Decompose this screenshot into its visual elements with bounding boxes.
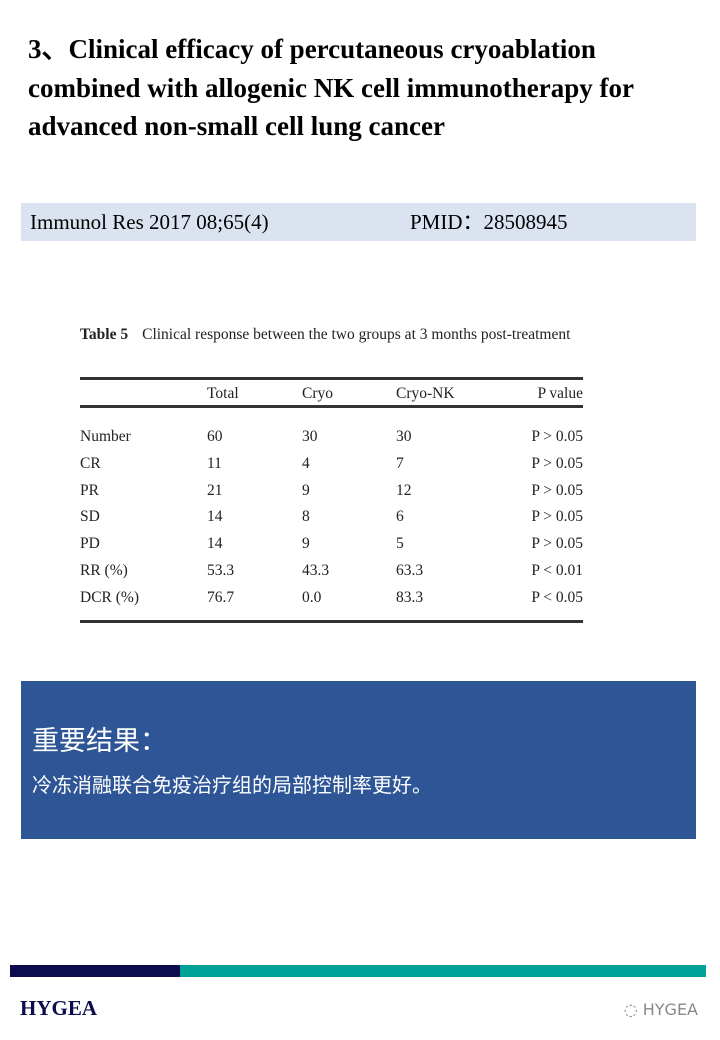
table-row-cell: 6 <box>396 508 404 526</box>
table-header-cell: Cryo <box>302 385 333 402</box>
journal-reference: Immunol Res 2017 08;65(4) <box>30 210 269 234</box>
table-row-cell: 0.0 <box>302 588 322 606</box>
table-rule <box>80 377 583 380</box>
table-row-cell: 83.3 <box>396 588 424 606</box>
watermark: ◌ HYGEA <box>624 1000 698 1019</box>
table-row-cell: 53.3 <box>207 562 235 579</box>
table-row-cell: P < 0.05 <box>531 588 583 606</box>
wechat-icon: ◌ <box>623 1000 643 1019</box>
table-row-cell: SD <box>80 508 100 526</box>
table-row-cell: 63.3 <box>396 562 424 579</box>
pmid: PMID：28508945 <box>410 210 568 234</box>
table-row-cell: 4 <box>302 454 310 472</box>
table-row-cell: 60 <box>207 428 223 445</box>
table-row-cell: 5 <box>396 535 404 553</box>
slide-title: 3、Clinical efficacy of percutaneous cryo… <box>28 34 634 141</box>
table-row-cell: 12 <box>396 481 412 499</box>
table-row-cell: 30 <box>302 428 318 445</box>
table-rule <box>80 620 583 623</box>
table-row-cell: 11 <box>207 454 222 472</box>
table-row-cell: 8 <box>302 508 310 526</box>
table-row-cell: 9 <box>302 481 310 499</box>
hygea-logo: HYGEA <box>20 996 98 1020</box>
table-row-cell: P > 0.05 <box>531 481 583 499</box>
table-caption: Table 5 Clinical response between the two… <box>80 325 583 344</box>
table-row-cell: P > 0.05 <box>531 535 583 553</box>
table-row-cell: CR <box>80 454 101 472</box>
table-row-cell: RR (%) <box>80 562 128 579</box>
table-row-cell: P > 0.05 <box>531 508 583 526</box>
footer-bar-navy <box>10 965 180 977</box>
table-label: Table 5 <box>80 326 129 343</box>
table-row-cell: 43.3 <box>302 562 330 579</box>
table-row-cell: DCR (%) <box>80 588 139 606</box>
table-header-cell: Total <box>207 385 239 402</box>
table-row-cell: 9 <box>302 535 310 553</box>
table-row-cell: 76.7 <box>207 588 235 606</box>
key-result-text: 冷冻消融联合免疫治疗组的局部控制率更好。 <box>32 773 432 797</box>
table-row-cell: P > 0.05 <box>531 454 583 472</box>
table-row-cell: 14 <box>207 535 223 553</box>
table-header-cell: P value <box>537 385 584 402</box>
table-row-cell: PR <box>80 481 99 499</box>
watermark-text: HYGEA <box>642 1000 698 1019</box>
table-row-cell: 21 <box>207 481 223 499</box>
footer-bar-teal <box>180 965 706 977</box>
table-caption-text: Clinical response between the two groups… <box>142 326 571 343</box>
results-table: Table 5 Clinical response between the two… <box>80 325 583 623</box>
table-header-cell: Cryo-NK <box>396 385 455 402</box>
table-rule <box>80 405 583 408</box>
key-result-heading: 重要结果： <box>32 726 167 757</box>
key-result-banner: 重要结果： 冷冻消融联合免疫治疗组的局部控制率更好。 <box>21 681 696 839</box>
table-row-cell: 7 <box>396 454 404 472</box>
table-row-cell: P < 0.01 <box>531 562 583 579</box>
table-row-cell: P > 0.05 <box>531 428 583 445</box>
table-row-cell: 30 <box>396 428 412 445</box>
citation-bar: Immunol Res 2017 08;65(4) PMID：28508945 <box>21 203 696 241</box>
table-row-cell: 14 <box>207 508 223 526</box>
table-row-cell: Number <box>80 428 131 445</box>
table-row-cell: PD <box>80 535 100 553</box>
